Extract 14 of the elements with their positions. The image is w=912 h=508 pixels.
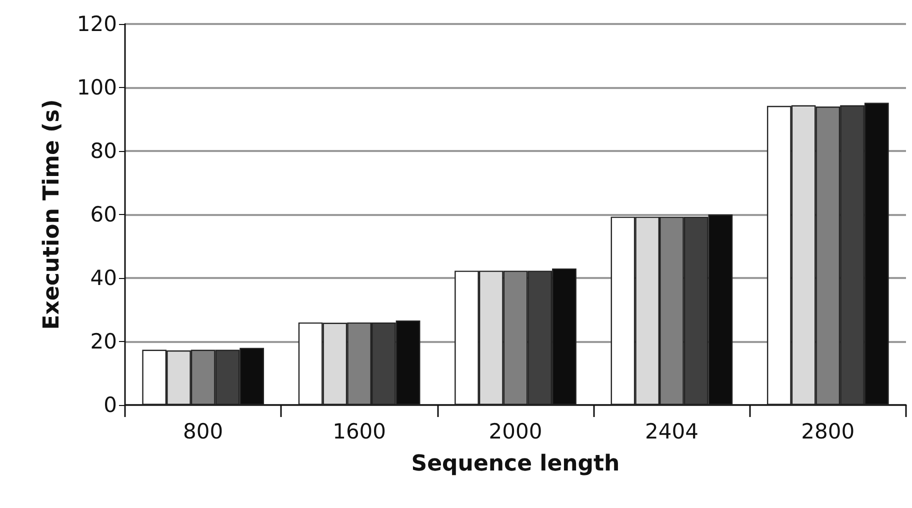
x-tick-label: 2800 bbox=[801, 420, 855, 444]
y-tick-label: 100 bbox=[76, 76, 117, 100]
x-axis-title: Sequence length bbox=[411, 452, 620, 476]
x-tick-label: 800 bbox=[183, 420, 224, 444]
y-axis-title: Execution Time (s) bbox=[40, 99, 64, 330]
y-tick-label: 60 bbox=[90, 202, 117, 226]
y-tick-label: 20 bbox=[90, 330, 117, 354]
x-tick-label: 2000 bbox=[488, 420, 542, 444]
x-tick-label: 1600 bbox=[332, 420, 386, 444]
y-tick-label: 120 bbox=[76, 12, 117, 36]
y-tick-label: 80 bbox=[90, 139, 117, 163]
x-tick-label: 2404 bbox=[644, 420, 698, 444]
y-tick-label: 40 bbox=[90, 266, 117, 290]
y-tick-label: 0 bbox=[104, 393, 117, 417]
